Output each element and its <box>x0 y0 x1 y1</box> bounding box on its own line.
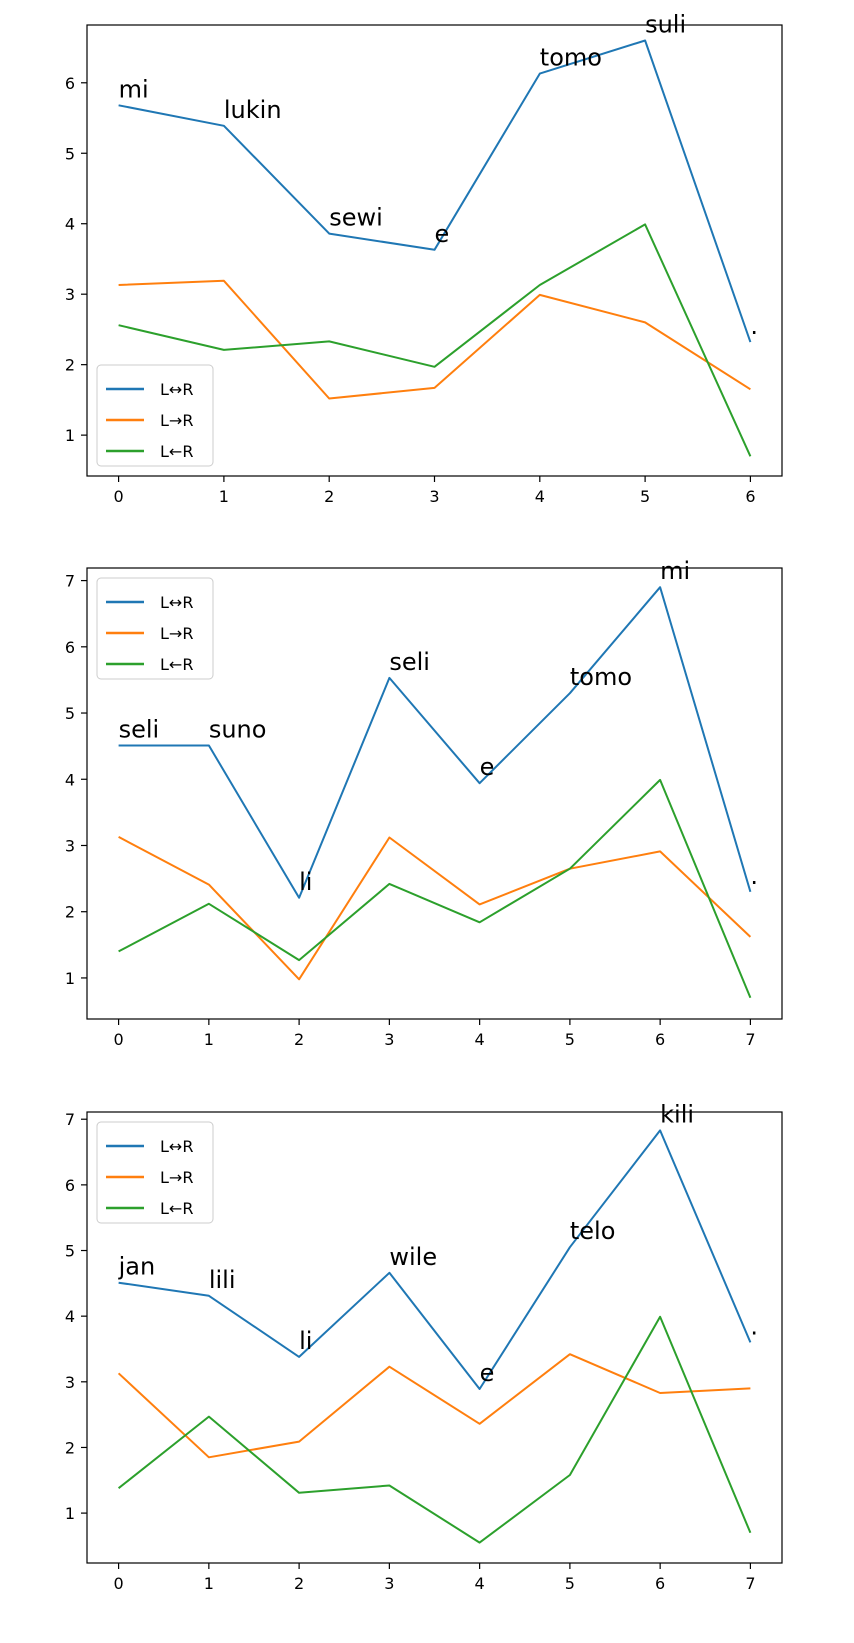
y-tick-label: 6 <box>65 638 75 657</box>
x-tick-label: 6 <box>745 487 755 506</box>
y-tick-label: 3 <box>65 836 75 855</box>
legend: L↔R L→R L←R <box>96 1121 214 1224</box>
x-tick-label: 7 <box>745 1574 755 1593</box>
legend-label: L←R <box>160 1199 193 1218</box>
y-tick-label: 5 <box>65 144 75 163</box>
word-annotation: . <box>750 1312 758 1340</box>
y-tick-label: 6 <box>65 1176 75 1195</box>
word-annotation: e <box>480 753 495 781</box>
x-tick-label: 2 <box>294 1030 304 1049</box>
y-tick-label: 2 <box>65 356 75 375</box>
x-tick-label: 1 <box>219 487 229 506</box>
x-tick-label: 2 <box>294 1574 304 1593</box>
x-tick-label: 6 <box>655 1030 665 1049</box>
word-annotation: e <box>435 220 450 248</box>
word-annotation: . <box>750 862 758 890</box>
word-annotation: tomo <box>540 44 602 72</box>
y-tick-label: 4 <box>65 215 75 234</box>
legend-label: L→R <box>160 411 193 430</box>
word-annotation: . <box>750 312 758 340</box>
word-annotation: seli <box>119 715 160 743</box>
series-line-3 <box>118 223 752 457</box>
x-tick-label: 2 <box>324 487 334 506</box>
y-tick-label: 1 <box>65 969 75 988</box>
y-tick-label: 1 <box>65 426 75 445</box>
word-annotation: mi <box>660 557 690 585</box>
y-tick-label: 3 <box>65 285 75 304</box>
legend-box <box>96 577 214 680</box>
y-tick-label: 3 <box>65 1373 75 1392</box>
word-annotation: suno <box>209 715 267 743</box>
legend: L↔R L→R L←R <box>96 364 214 467</box>
x-tick-label: 3 <box>429 487 439 506</box>
x-tick-label: 6 <box>655 1574 665 1593</box>
x-tick-label: 4 <box>535 487 545 506</box>
y-tick-label: 6 <box>65 74 75 93</box>
y-tick-label: 2 <box>65 1438 75 1457</box>
series-line-2 <box>118 836 752 981</box>
x-tick-label: 1 <box>204 1030 214 1049</box>
chart-panel-2: seli suno li seli e tomo mi. 0 1 2 3 4 5 6 7 1 2 3 4 5 6 7 L↔R… <box>65 557 783 1049</box>
x-tick-label: 7 <box>745 1030 755 1049</box>
legend-label: L↔R <box>160 380 193 399</box>
series-line-2 <box>117 1353 751 1459</box>
word-annotation: tomo <box>570 663 632 691</box>
legend: L↔R L→R L←R <box>96 577 214 680</box>
x-tick-label: 0 <box>113 1030 123 1049</box>
y-tick-label: 5 <box>65 1242 75 1261</box>
x-tick-label: 0 <box>113 487 123 506</box>
word-annotation: jan <box>118 1253 156 1281</box>
word-annotation: telo <box>570 1217 616 1245</box>
x-tick-label: 0 <box>113 1574 123 1593</box>
word-annotation: seli <box>389 648 430 676</box>
legend-label: L↔R <box>160 593 193 612</box>
series-line-1 <box>118 39 752 343</box>
series-line-1 <box>118 1129 752 1390</box>
y-tick-label: 1 <box>65 1504 75 1523</box>
legend-label: L→R <box>160 1168 193 1187</box>
y-tick-label: 4 <box>65 1307 75 1326</box>
axes-frame <box>86 567 783 1020</box>
y-tick-label: 7 <box>65 1110 75 1129</box>
word-annotation: mi <box>119 75 149 103</box>
legend-label: L↔R <box>160 1137 193 1156</box>
x-tick-label: 4 <box>475 1574 485 1593</box>
series-line-3 <box>118 778 752 999</box>
legend-box <box>96 1121 214 1224</box>
x-tick-label: 3 <box>384 1030 394 1049</box>
y-tick-label: 2 <box>65 903 75 922</box>
x-tick-label: 4 <box>475 1030 485 1049</box>
x-tick-label: 1 <box>204 1574 214 1593</box>
legend-label: L←R <box>160 442 193 461</box>
axes-frame <box>86 1111 783 1564</box>
x-tick-label: 5 <box>565 1030 575 1049</box>
x-tick-label: 5 <box>565 1574 575 1593</box>
word-annotation: lukin <box>224 96 282 124</box>
series-line-2 <box>118 279 751 400</box>
legend-label: L←R <box>160 655 193 674</box>
y-tick-label: 5 <box>65 704 75 723</box>
word-annotation: lili <box>209 1266 236 1294</box>
word-annotation: sewi <box>329 204 383 232</box>
word-annotation: e <box>480 1359 495 1387</box>
word-annotation: li <box>299 868 312 896</box>
word-annotation: kili <box>660 1100 694 1128</box>
y-tick-label: 4 <box>65 770 75 789</box>
x-tick-label: 3 <box>384 1574 394 1593</box>
x-tick-label: 5 <box>640 487 650 506</box>
series-line-1 <box>118 586 752 899</box>
word-annotation: li <box>299 1327 312 1355</box>
word-annotation: wile <box>389 1243 437 1271</box>
y-tick-label: 7 <box>65 572 75 591</box>
series-line-3 <box>117 1315 752 1544</box>
legend-box <box>96 364 214 467</box>
legend-label: L→R <box>160 624 193 643</box>
